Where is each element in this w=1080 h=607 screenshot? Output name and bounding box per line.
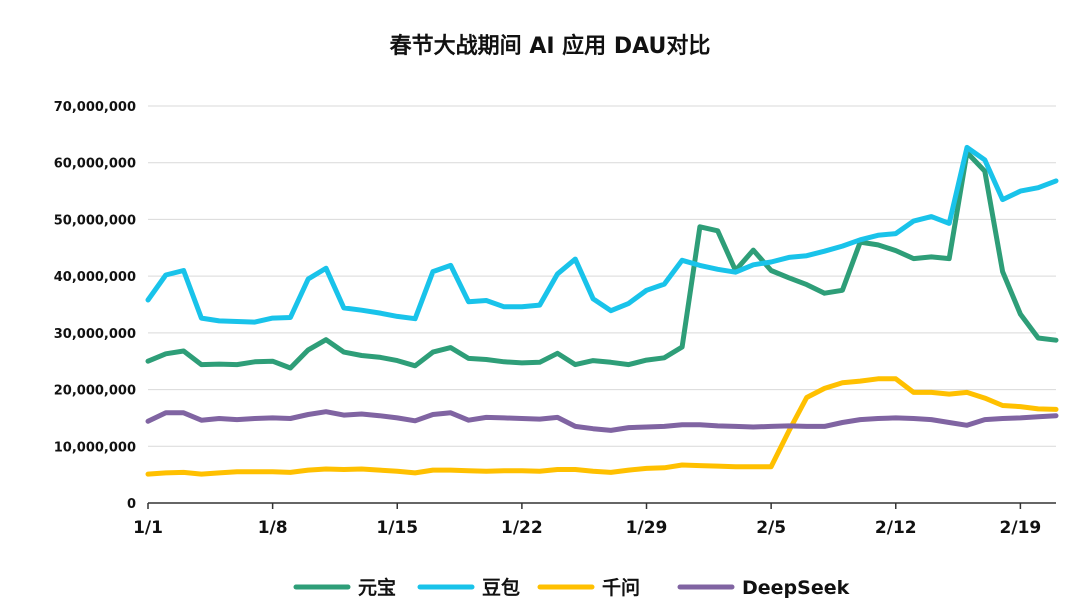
legend-label: DeepSeek bbox=[742, 577, 850, 599]
gridlines bbox=[148, 105, 1056, 447]
x-tick-label: 1/22 bbox=[501, 518, 543, 538]
y-tick-label: 70,000,000 bbox=[54, 100, 136, 115]
x-tick-label: 1/1 bbox=[133, 518, 163, 538]
x-tick-label: 1/29 bbox=[626, 518, 668, 538]
legend: 元宝 豆包 千问 DeepSeek bbox=[293, 576, 850, 599]
series-line-0 bbox=[145, 150, 1059, 371]
y-tick-label: 40,000,000 bbox=[54, 270, 136, 285]
y-tick-label: 60,000,000 bbox=[54, 157, 136, 172]
x-tick-label: 1/15 bbox=[376, 518, 418, 538]
legend-label: 元宝 bbox=[358, 576, 396, 599]
y-tick-label: 50,000,000 bbox=[54, 213, 136, 228]
y-tick-label: 30,000,000 bbox=[54, 327, 136, 342]
series-line-2 bbox=[145, 376, 1059, 477]
chart-title: 春节大战期间 AI 应用 DAU对比 bbox=[390, 33, 711, 59]
y-tick-label: 20,000,000 bbox=[54, 384, 136, 399]
y-tick-label: 10,000,000 bbox=[54, 440, 136, 455]
series-line-3 bbox=[145, 409, 1059, 433]
legend-label: 豆包 bbox=[482, 576, 520, 599]
x-tick-label: 1/8 bbox=[258, 518, 288, 538]
x-axis-tick-labels: 1/1 1/8 1/15 1/22 1/29 2/5 2/12 2/19 bbox=[133, 518, 1041, 538]
legend-label: 千问 bbox=[602, 577, 640, 599]
x-tick-label: 2/19 bbox=[1000, 518, 1042, 538]
series-line-1 bbox=[145, 144, 1059, 325]
x-tick-label: 2/12 bbox=[875, 518, 917, 538]
series-lines bbox=[145, 144, 1059, 477]
y-axis-tick-labels: 0 10,000,000 20,000,000 30,000,000 40,000,00… bbox=[54, 100, 136, 512]
y-tick-label: 0 bbox=[127, 497, 136, 512]
axes bbox=[147, 502, 1056, 509]
x-tick-label: 2/5 bbox=[756, 518, 786, 538]
